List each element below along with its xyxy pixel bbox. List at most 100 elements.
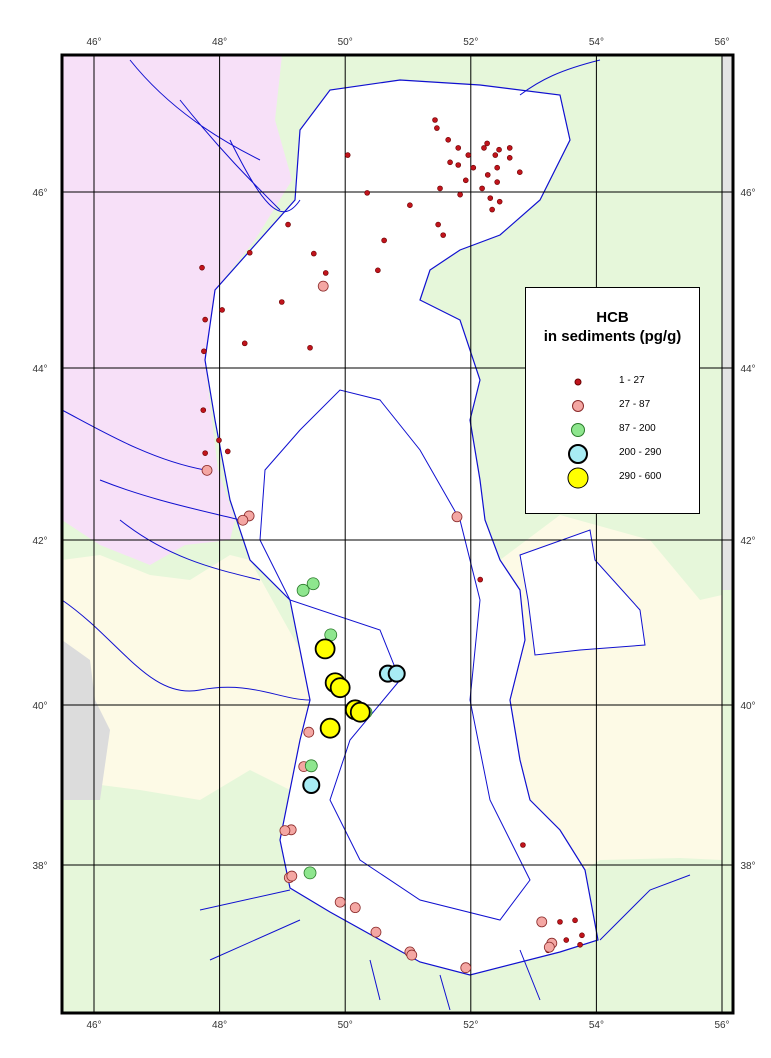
river-kura xyxy=(61,599,311,701)
sample-point-27-87 xyxy=(370,926,382,938)
river-ural xyxy=(519,59,601,96)
legend: HCB in sediments (pg/g) 1 - 27 27 - 87 87 … xyxy=(525,287,700,514)
lon-tick-label: 56° xyxy=(714,1020,729,1031)
legend-symbol xyxy=(567,467,589,489)
sample-point-1-27 xyxy=(310,250,317,257)
sample-point-1-27 xyxy=(563,937,570,943)
sample-point-1-27 xyxy=(434,125,440,131)
sample-point-1-27 xyxy=(455,162,462,168)
sample-point-1-27 xyxy=(506,145,513,151)
sample-point-200-290 xyxy=(302,776,321,794)
caspian-sea xyxy=(204,79,599,976)
sample-point-1-27 xyxy=(579,932,585,939)
legend-label: 87 - 200 xyxy=(619,423,656,434)
sample-point-1-27 xyxy=(492,152,499,158)
sample-point-1-27 xyxy=(219,307,225,313)
sample-point-1-27 xyxy=(457,191,463,198)
sample-point-1-27 xyxy=(496,198,503,205)
sample-point-290-600 xyxy=(349,701,371,723)
sample-point-1-27 xyxy=(494,179,500,185)
sample-point-200-290 xyxy=(387,664,406,683)
sample-point-1-27 xyxy=(375,267,381,274)
sample-point-1-27 xyxy=(462,177,469,184)
lon-tick-label: 50° xyxy=(338,1020,353,1031)
sample-point-27-87 xyxy=(303,726,315,738)
legend-title-line1: HCB xyxy=(596,309,629,326)
sample-point-1-27 xyxy=(381,237,387,244)
sample-point-27-87 xyxy=(201,464,213,476)
sample-point-1-27 xyxy=(364,190,370,196)
sample-point-27-87 xyxy=(406,949,418,961)
sample-point-87-200 xyxy=(304,759,318,773)
sample-point-1-27 xyxy=(494,164,500,171)
sample-point-1-27 xyxy=(487,195,494,201)
legend-label: 200 - 290 xyxy=(619,447,662,458)
lat-tick-label: 46° xyxy=(32,188,47,199)
legend-label: 290 - 600 xyxy=(619,471,662,482)
sample-point-1-27 xyxy=(199,264,205,271)
sample-point-1-27 xyxy=(481,145,487,151)
tick-labels: 46° 46° 48° 48° 50° 50° 52° 52° 54° 54° 56° 56° 38° 3… xyxy=(32,37,755,1031)
lat-tick-label: 38° xyxy=(32,861,47,872)
sample-point-290-600 xyxy=(319,717,341,739)
sample-point-1-27 xyxy=(506,155,513,161)
sample-point-27-87 xyxy=(451,511,463,523)
sample-point-27-87 xyxy=(543,941,555,953)
sample-point-1-27 xyxy=(246,249,253,256)
legend-label: 1 - 27 xyxy=(619,375,645,386)
lon-tick-label: 46° xyxy=(86,1020,101,1031)
sample-point-290-600 xyxy=(329,677,351,699)
sample-point-87-200 xyxy=(303,866,317,880)
sample-point-1-27 xyxy=(407,202,413,208)
sample-point-1-27 xyxy=(200,407,207,413)
sample-point-1-27 xyxy=(477,576,484,583)
lon-tick-label: 46° xyxy=(86,37,101,48)
lon-tick-label: 48° xyxy=(212,37,227,48)
region-offmap xyxy=(722,55,733,590)
sample-point-1-27 xyxy=(440,232,446,238)
sample-point-27-87 xyxy=(460,962,472,974)
sample-point-87-200 xyxy=(296,583,310,597)
legend-symbol xyxy=(574,378,582,386)
sample-point-27-87 xyxy=(349,902,361,914)
sample-point-1-27 xyxy=(479,185,485,192)
sample-point-1-27 xyxy=(322,270,329,276)
legend-title: HCB in sediments (pg/g) xyxy=(526,308,699,346)
sample-point-1-27 xyxy=(489,206,495,213)
sample-point-1-27 xyxy=(435,221,441,228)
sample-point-1-27 xyxy=(496,146,502,153)
sample-point-1-27 xyxy=(465,152,472,158)
sample-point-1-27 xyxy=(437,185,443,192)
sample-point-1-27 xyxy=(484,172,491,178)
sample-point-27-87 xyxy=(279,825,291,836)
legend-item: 1 - 27 xyxy=(526,372,701,392)
sample-point-1-27 xyxy=(344,152,351,158)
sample-point-1-27 xyxy=(516,169,523,175)
lat-tick-label: 42° xyxy=(32,536,47,547)
graticule xyxy=(62,55,733,1013)
sample-point-27-87 xyxy=(286,870,298,882)
sample-point-1-27 xyxy=(470,164,477,171)
sample-point-1-27 xyxy=(557,919,563,925)
lat-tick-label: 44° xyxy=(32,364,47,375)
sample-point-1-27 xyxy=(432,117,438,123)
sample-point-87-200 xyxy=(306,577,320,591)
legend-item: 290 - 600 xyxy=(526,467,701,489)
sample-point-1-27 xyxy=(484,140,490,147)
sample-point-1-27 xyxy=(278,299,285,305)
lon-tick-label: 52° xyxy=(463,37,478,48)
lat-tick-label: 46° xyxy=(740,188,755,199)
sample-point-1-27 xyxy=(455,145,462,151)
legend-symbol xyxy=(572,400,584,412)
sample-points xyxy=(199,117,585,974)
lat-tick-label: 40° xyxy=(32,701,47,712)
sample-point-290-600 xyxy=(314,638,336,660)
sample-point-27-87 xyxy=(237,514,249,526)
lon-tick-label: 54° xyxy=(589,1020,604,1031)
sample-point-1-27 xyxy=(201,348,207,355)
legend-title-line2: in sediments (pg/g) xyxy=(543,328,682,345)
sample-point-1-27 xyxy=(224,448,231,455)
sample-point-1-27 xyxy=(202,316,208,323)
sample-point-1-27 xyxy=(572,917,578,924)
